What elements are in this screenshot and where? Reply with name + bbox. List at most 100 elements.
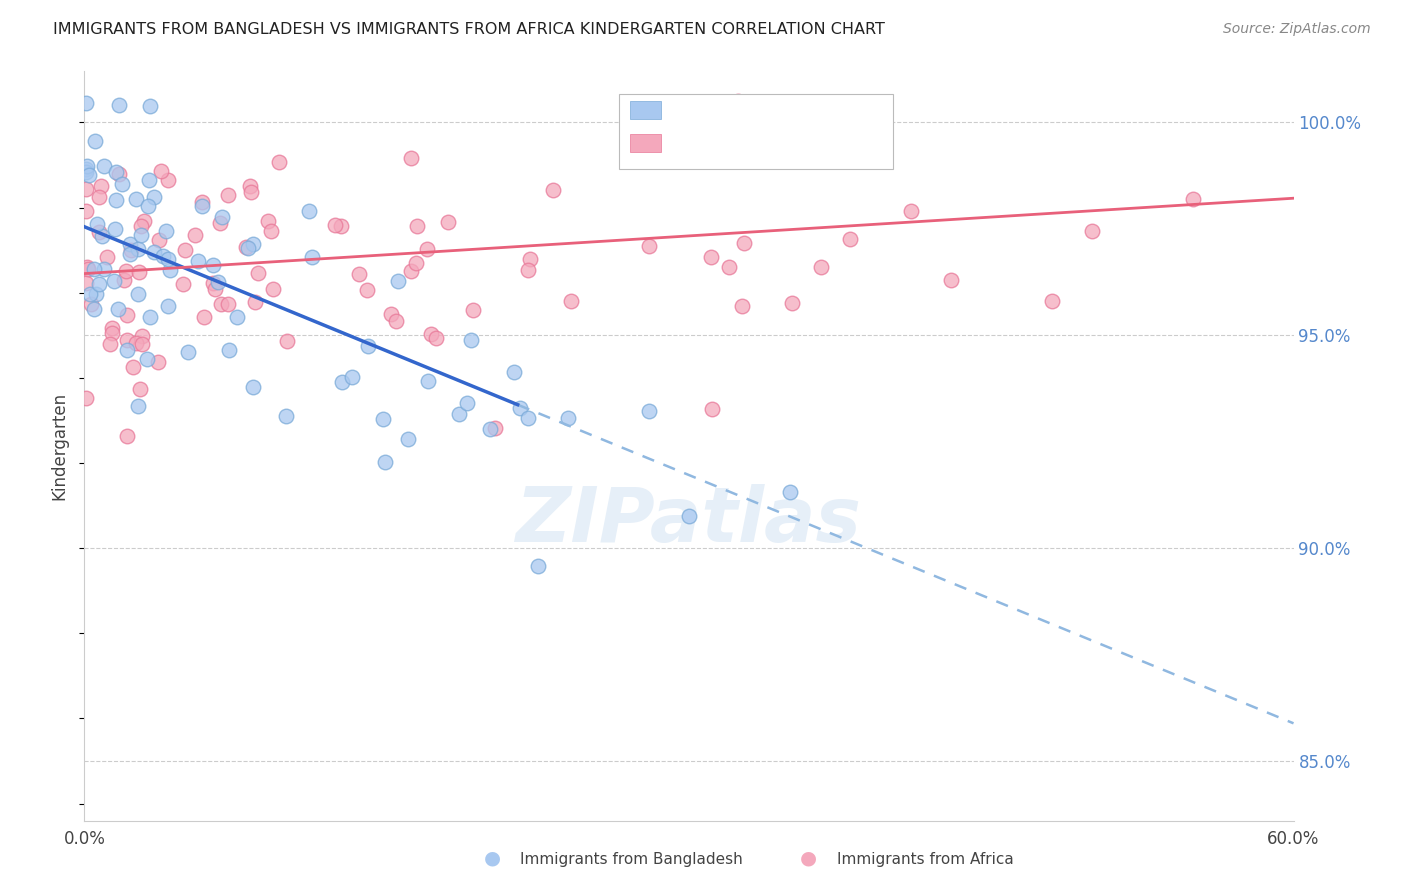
Text: N =: N = bbox=[780, 134, 817, 152]
Point bbox=[93, 159, 115, 173]
Point bbox=[543, 183, 565, 197]
Point bbox=[502, 365, 524, 379]
Point bbox=[115, 264, 138, 278]
Point bbox=[83, 134, 105, 148]
Point bbox=[218, 343, 240, 357]
Point bbox=[127, 243, 149, 257]
Point bbox=[699, 250, 721, 264]
Point bbox=[146, 355, 169, 369]
Point bbox=[678, 509, 700, 524]
Point bbox=[87, 190, 110, 204]
Point bbox=[243, 295, 266, 310]
Point bbox=[516, 263, 538, 277]
Point bbox=[718, 260, 741, 274]
Point bbox=[484, 421, 506, 435]
Point bbox=[557, 411, 579, 425]
Text: Source: ZipAtlas.com: Source: ZipAtlas.com bbox=[1223, 22, 1371, 37]
Point bbox=[436, 215, 458, 229]
Point bbox=[79, 168, 101, 182]
Point bbox=[75, 165, 97, 179]
Point bbox=[135, 351, 157, 366]
Point bbox=[342, 370, 364, 384]
Point bbox=[323, 218, 346, 232]
Point bbox=[239, 186, 262, 200]
Point bbox=[156, 299, 179, 313]
Point bbox=[118, 237, 141, 252]
Point bbox=[91, 228, 114, 243]
Point bbox=[242, 379, 264, 393]
Point bbox=[174, 243, 197, 257]
Point bbox=[139, 99, 162, 113]
Point bbox=[405, 256, 427, 270]
Point bbox=[131, 336, 153, 351]
Point bbox=[420, 327, 443, 342]
Point bbox=[108, 97, 131, 112]
Point bbox=[839, 232, 862, 246]
Point bbox=[125, 192, 148, 206]
Point bbox=[211, 210, 233, 224]
Point bbox=[115, 334, 138, 348]
Text: 76: 76 bbox=[827, 101, 849, 119]
Point bbox=[121, 359, 143, 374]
Text: R =: R = bbox=[668, 101, 704, 119]
Point bbox=[83, 302, 105, 317]
Point bbox=[80, 296, 103, 310]
Point bbox=[449, 407, 471, 421]
Point bbox=[120, 243, 142, 257]
Point bbox=[157, 173, 180, 187]
Point bbox=[371, 412, 394, 426]
Point bbox=[86, 217, 108, 231]
Point bbox=[187, 253, 209, 268]
Point bbox=[75, 276, 97, 290]
Point bbox=[356, 283, 378, 297]
Point bbox=[129, 219, 152, 234]
Point bbox=[1181, 192, 1204, 206]
Point bbox=[105, 164, 128, 178]
Point bbox=[810, 260, 832, 275]
Point bbox=[733, 236, 755, 251]
Text: Immigrants from Bangladesh: Immigrants from Bangladesh bbox=[520, 852, 742, 867]
Point bbox=[76, 159, 98, 173]
Point bbox=[76, 260, 98, 275]
Point bbox=[207, 276, 229, 290]
Point bbox=[105, 193, 128, 207]
Point bbox=[900, 204, 922, 219]
Point bbox=[637, 403, 659, 417]
Point bbox=[384, 314, 406, 328]
Point bbox=[374, 455, 396, 469]
Point bbox=[939, 273, 962, 287]
Point bbox=[128, 265, 150, 279]
Point bbox=[235, 240, 257, 254]
Text: ZIPatlas: ZIPatlas bbox=[516, 484, 862, 558]
Point bbox=[191, 199, 214, 213]
Point bbox=[347, 267, 370, 281]
Point bbox=[75, 182, 97, 196]
Point bbox=[75, 204, 97, 219]
Point bbox=[217, 188, 239, 202]
Point bbox=[103, 274, 125, 288]
Text: N =: N = bbox=[780, 101, 817, 119]
Point bbox=[75, 391, 97, 405]
Point bbox=[138, 173, 160, 187]
Point bbox=[100, 336, 122, 351]
Point bbox=[396, 432, 419, 446]
Point bbox=[509, 401, 531, 416]
Point bbox=[83, 262, 105, 277]
Point bbox=[107, 301, 129, 316]
Text: IMMIGRANTS FROM BANGLADESH VS IMMIGRANTS FROM AFRICA KINDERGARTEN CORRELATION CH: IMMIGRANTS FROM BANGLADESH VS IMMIGRANTS… bbox=[53, 22, 886, 37]
Point bbox=[149, 164, 172, 178]
Point bbox=[155, 223, 177, 237]
Point bbox=[120, 247, 142, 261]
Point bbox=[87, 225, 110, 239]
Point bbox=[136, 199, 159, 213]
Point bbox=[89, 277, 111, 291]
Point bbox=[526, 559, 548, 574]
Point bbox=[79, 287, 101, 301]
Point bbox=[211, 297, 233, 311]
Point bbox=[463, 302, 485, 317]
Point bbox=[637, 239, 659, 253]
Point bbox=[190, 195, 212, 210]
Point bbox=[75, 96, 97, 111]
Point bbox=[77, 261, 100, 276]
Point bbox=[357, 338, 380, 352]
